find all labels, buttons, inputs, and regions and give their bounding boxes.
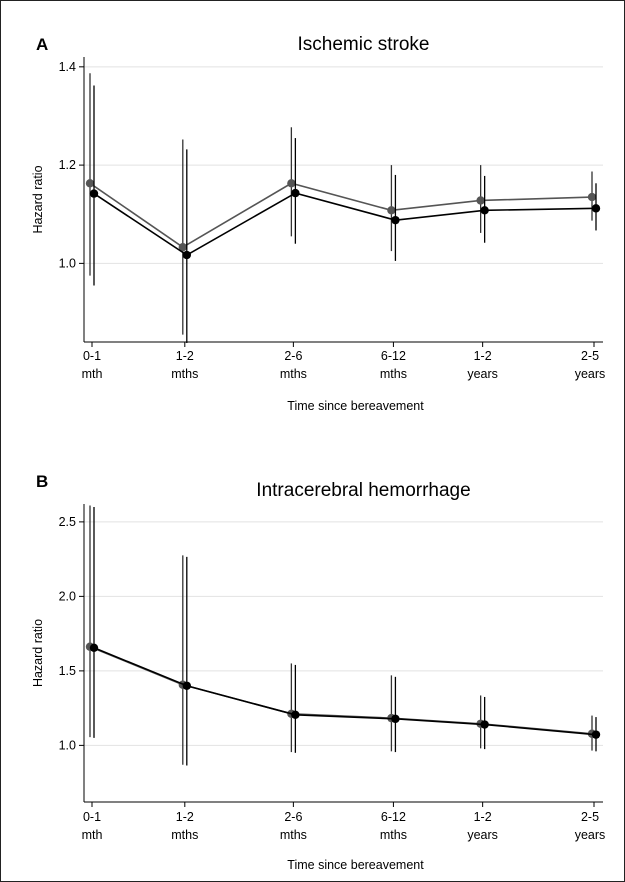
data-point [480,720,489,729]
x-tick-label: 6-12 [381,810,406,824]
chart-panel-b [79,504,603,807]
x-tick-label: 1-2 [474,349,492,363]
data-point [476,196,485,205]
y-tick-label: 1.5 [59,664,76,678]
y-axis-label: Hazard ratio [31,165,45,233]
y-axis-label: Hazard ratio [31,619,45,687]
data-point [178,242,188,252]
data-point [182,250,192,260]
x-tick-label: mths [171,828,198,842]
x-tick-label: years [575,367,606,381]
chart-title: Ischemic stroke [298,34,430,55]
data-point [182,681,192,690]
x-tick-label: 1-2 [176,810,194,824]
y-tick-label: 2.0 [59,589,76,603]
y-tick-label: 1.2 [59,158,76,172]
series-line [93,192,597,256]
data-point [85,179,95,188]
x-tick-label: mths [280,828,307,842]
x-tick-label: mths [380,367,407,381]
y-tick-label: 1.4 [59,60,76,74]
x-tick-label: years [575,828,606,842]
x-tick-label: mths [280,367,307,381]
x-tick-label: mths [171,367,198,381]
data-point [591,730,601,739]
x-tick-label: 6-12 [381,349,406,363]
data-point [89,189,99,198]
x-tick-label: 0-1 [83,349,101,363]
data-point [287,179,296,188]
y-tick-label: 2.5 [59,515,76,529]
series-line [93,647,597,736]
x-tick-label: mths [380,828,407,842]
data-point [591,204,601,213]
x-tick-label: mth [82,828,103,842]
series-line [89,182,593,249]
x-tick-label: 2-6 [284,349,302,363]
x-tick-label: 1-2 [176,349,194,363]
x-tick-label: 2-5 [581,349,599,363]
data-point [391,714,400,724]
x-axis-label: Time since bereavement [287,399,424,413]
panel-letter: A [36,35,48,54]
x-tick-label: 2-6 [284,810,302,824]
x-tick-label: 2-5 [581,810,599,824]
x-tick-label: 0-1 [83,810,101,824]
data-point [291,188,300,198]
x-tick-label: mth [82,367,103,381]
data-point [291,710,300,720]
x-axis-label: Time since bereavement [287,858,424,872]
data-point [387,206,396,215]
chart-panel-a [79,57,603,347]
x-tick-label: years [467,367,498,381]
data-point [89,643,99,652]
data-point [587,192,597,202]
panel-letter: B [36,472,48,491]
x-tick-label: years [467,828,498,842]
x-tick-label: 1-2 [474,810,492,824]
y-tick-label: 1.0 [59,256,76,270]
chart-title: Intracerebral hemorrhage [256,480,470,501]
data-point [391,215,400,225]
data-point [480,206,489,215]
y-tick-label: 1.0 [59,738,76,752]
series-line [89,646,593,735]
